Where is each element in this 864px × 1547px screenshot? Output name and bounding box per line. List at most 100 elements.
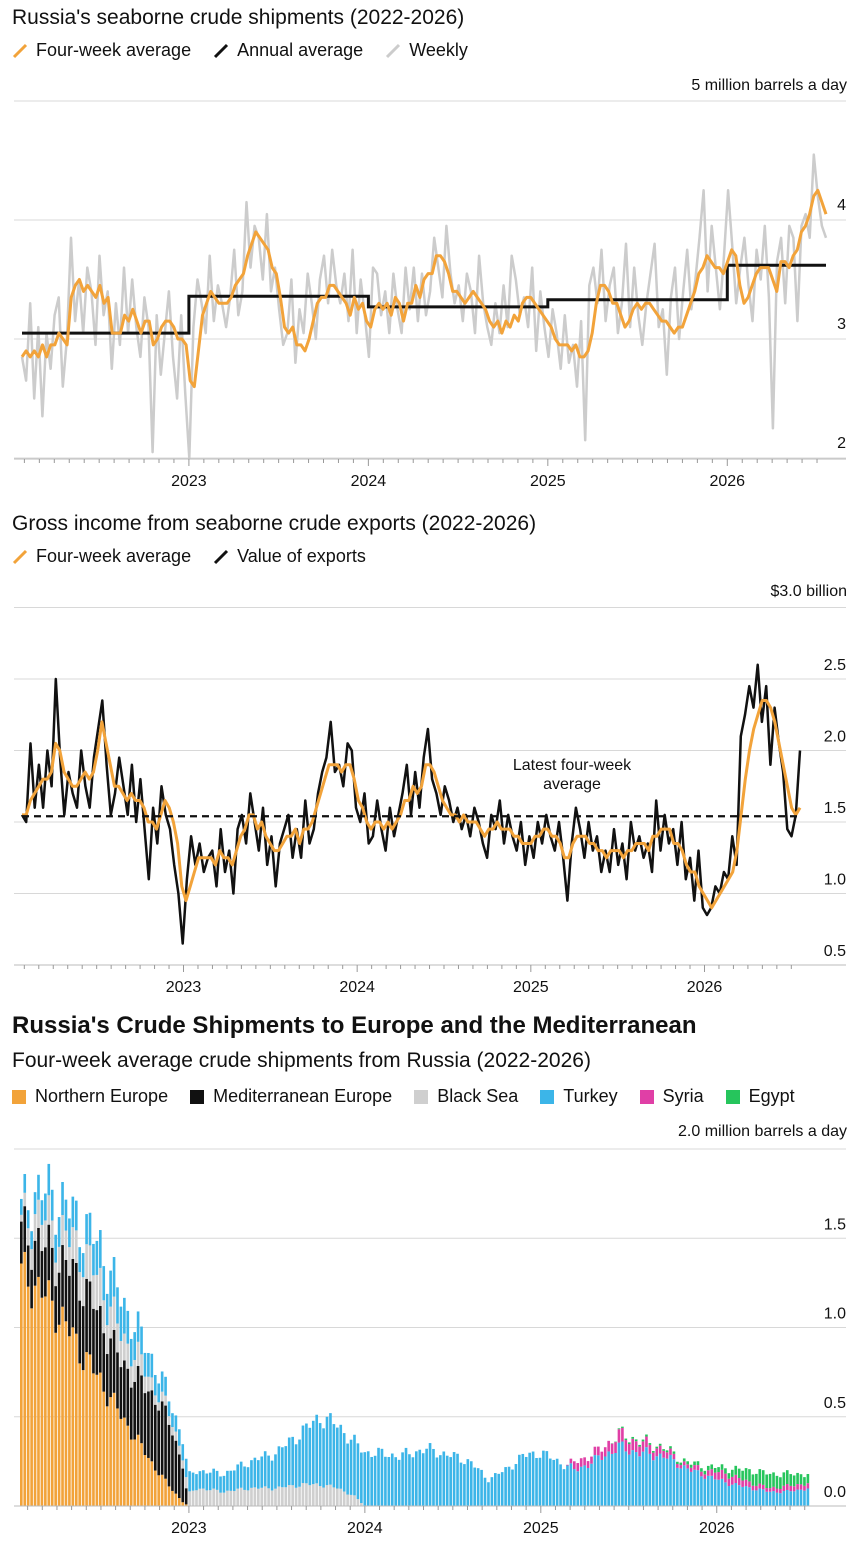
bar-segment-turkey <box>370 1456 373 1506</box>
bar-segment-black-sea <box>346 1494 349 1506</box>
bar-segment-northern-europe <box>23 1251 27 1506</box>
bar-segment-mediterranean-europe <box>64 1259 68 1322</box>
bar-segment-syria <box>631 1438 635 1451</box>
y-tick-label: 1.5 <box>824 1216 846 1233</box>
bar-segment-northern-europe <box>105 1406 109 1506</box>
bar-segment-black-sea <box>71 1227 75 1259</box>
bar-segment-turkey <box>799 1489 803 1506</box>
bar-segment-turkey <box>720 1478 724 1506</box>
bar-segment-syria <box>751 1485 755 1491</box>
bar-segment-turkey <box>621 1441 624 1506</box>
bar-segment-turkey <box>700 1476 703 1506</box>
legend-label: Value of exports <box>237 546 366 566</box>
bar-segment-egypt <box>751 1474 755 1486</box>
bar-segment-turkey <box>761 1489 765 1506</box>
color-swatch-icon <box>725 1089 740 1104</box>
bar-segment-turkey <box>377 1447 380 1506</box>
bar-segment-turkey <box>511 1469 514 1506</box>
bar-segment-syria <box>686 1464 689 1469</box>
legend-label: Egypt <box>748 1086 795 1106</box>
bar-segment-turkey <box>129 1338 133 1367</box>
bar-segment-black-sea <box>150 1377 154 1391</box>
bar-segment-black-sea <box>167 1416 171 1425</box>
bar-segment-black-sea <box>171 1427 174 1436</box>
bar-segment-syria <box>645 1436 648 1448</box>
bar-segment-turkey <box>435 1457 439 1506</box>
bar-segment-syria <box>583 1457 586 1466</box>
bar-segment-turkey <box>638 1456 641 1506</box>
bar-segment-turkey <box>47 1163 51 1196</box>
legend-item-four-week: Four-week average <box>12 40 191 61</box>
bar-segment-syria <box>785 1484 789 1490</box>
bar-segment-black-sea <box>222 1492 226 1506</box>
bar-segment-turkey <box>44 1193 47 1221</box>
bar-segment-turkey <box>590 1463 593 1506</box>
bar-segment-black-sea <box>30 1249 33 1270</box>
bar-segment-syria <box>600 1451 604 1460</box>
bar-segment-syria <box>579 1458 583 1467</box>
bar-segment-turkey <box>287 1437 291 1486</box>
bar-segment-turkey <box>346 1443 349 1495</box>
bar-segment-syria <box>617 1429 621 1443</box>
bar-segment-mediterranean-europe <box>57 1272 61 1325</box>
bar-segment-turkey <box>232 1470 236 1491</box>
bar-segment-egypt <box>796 1472 799 1485</box>
x-tick-label: 2026 <box>687 979 723 996</box>
bar-segment-turkey <box>336 1427 339 1489</box>
bar-segment-turkey <box>662 1457 665 1506</box>
bar-segment-black-sea <box>243 1489 246 1506</box>
bar-segment-turkey <box>703 1478 707 1506</box>
bar-segment-turkey <box>222 1475 226 1493</box>
bar-segment-turkey <box>294 1444 298 1488</box>
bar-segment-black-sea <box>181 1460 185 1469</box>
bar-segment-syria <box>696 1465 700 1471</box>
chart3-unit-label: 2.0 million barrels a day <box>678 1123 847 1140</box>
bar-segment-turkey <box>521 1453 525 1506</box>
bar-segment-turkey <box>274 1454 277 1489</box>
bar-segment-egypt <box>621 1426 624 1428</box>
bar-segment-northern-europe <box>50 1300 54 1506</box>
bar-segment-mediterranean-europe <box>95 1310 99 1375</box>
bar-segment-turkey <box>466 1459 470 1506</box>
bar-segment-turkey <box>500 1472 504 1506</box>
bar-segment-mediterranean-europe <box>126 1368 130 1426</box>
bar-segment-mediterranean-europe <box>71 1258 75 1328</box>
annual-average-line <box>22 263 826 335</box>
bar-segment-turkey <box>37 1174 40 1200</box>
bar-segment-syria <box>672 1453 676 1460</box>
bar-segment-turkey <box>20 1198 23 1215</box>
bar-segment-egypt <box>772 1472 775 1487</box>
bar-segment-syria <box>737 1478 741 1486</box>
bar-segment-northern-europe <box>81 1370 85 1506</box>
four-week-average-line <box>22 699 802 910</box>
bar-segment-turkey <box>449 1457 452 1506</box>
bar-segment-turkey <box>332 1424 336 1488</box>
bar-segment-turkey <box>803 1490 806 1506</box>
bar-segment-turkey <box>126 1310 130 1344</box>
bar-segment-black-sea <box>160 1391 164 1402</box>
bar-segment-turkey <box>737 1485 741 1506</box>
bar-segment-mediterranean-europe <box>74 1262 78 1334</box>
bar-segment-turkey <box>191 1472 195 1491</box>
color-swatch-icon <box>639 1089 654 1104</box>
bar-segment-syria <box>682 1461 686 1466</box>
bar-segment-syria <box>658 1445 662 1454</box>
bar-segment-turkey <box>779 1493 782 1506</box>
bar-segment-turkey <box>373 1455 377 1506</box>
bar-segment-black-sea <box>257 1488 260 1506</box>
x-tick-label: 2025 <box>513 979 549 996</box>
bar-segment-northern-europe <box>64 1321 68 1506</box>
bar-segment-turkey <box>600 1459 604 1506</box>
bar-segment-northern-europe <box>37 1276 40 1506</box>
bar-segment-turkey <box>202 1470 205 1489</box>
bar-segment-syria <box>641 1441 645 1452</box>
bar-segment-black-sea <box>143 1376 147 1394</box>
bar-segment-egypt <box>679 1462 683 1466</box>
bar-segment-turkey <box>160 1371 164 1392</box>
bar-segment-northern-europe <box>123 1417 126 1506</box>
bar-segment-turkey <box>566 1465 569 1506</box>
bar-segment-turkey <box>528 1452 531 1506</box>
x-tick-label: 2024 <box>347 1520 383 1537</box>
bar-segment-turkey <box>226 1470 229 1491</box>
value-of-exports-line <box>20 663 802 945</box>
